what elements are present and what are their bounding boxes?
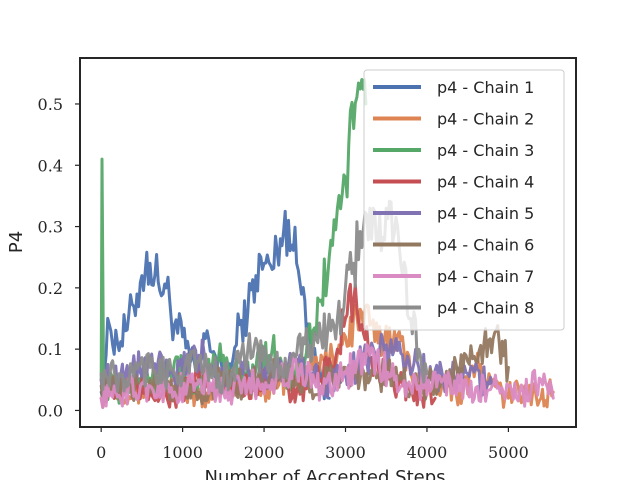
y-tick-label: 0.3 [38, 218, 63, 237]
legend-label: p4 - Chain 5 [437, 204, 534, 223]
x-tick-label: 5000 [488, 443, 529, 462]
legend-label: p4 - Chain 4 [437, 173, 534, 192]
legend-label: p4 - Chain 6 [437, 236, 534, 255]
y-axis-label: P4 [6, 231, 27, 253]
x-tick-label: 2000 [244, 443, 285, 462]
legend-box [363, 69, 565, 331]
x-tick-label: 3000 [325, 443, 366, 462]
y-tick-label: 0.5 [38, 95, 63, 114]
legend-label: p4 - Chain 8 [437, 299, 534, 318]
ticks-layer: 0 1000 2000 3000 4000 5000 0.0 0.1 0.2 0.3 0.4 0.5 [38, 95, 529, 462]
legend: p4 - Chain 1 p4 - Chain 2 p4 - Chain 3 p4 -… [363, 69, 565, 331]
legend-label: p4 - Chain 3 [437, 141, 534, 160]
series-line-chain-7 [99, 343, 555, 409]
legend-items: p4 - Chain 1 p4 - Chain 2 p4 - Chain 3 p4 -… [373, 78, 534, 318]
y-tick-label: 0.1 [38, 340, 63, 359]
y-tick-label: 0.4 [38, 156, 63, 175]
legend-label: p4 - Chain 2 [437, 110, 534, 129]
x-tick-label: 1000 [162, 443, 203, 462]
legend-label: p4 - Chain 1 [437, 78, 534, 97]
x-tick-label: 4000 [407, 443, 448, 462]
x-axis-label: Number of Accepted Steps [204, 467, 445, 480]
series-layer [99, 78, 555, 409]
legend-label: p4 - Chain 7 [437, 267, 534, 286]
axes-frame [79, 57, 577, 428]
x-tick-label: 0 [96, 443, 106, 462]
y-tick-label: 0.2 [38, 279, 63, 298]
y-tick-label: 0.0 [38, 401, 63, 420]
